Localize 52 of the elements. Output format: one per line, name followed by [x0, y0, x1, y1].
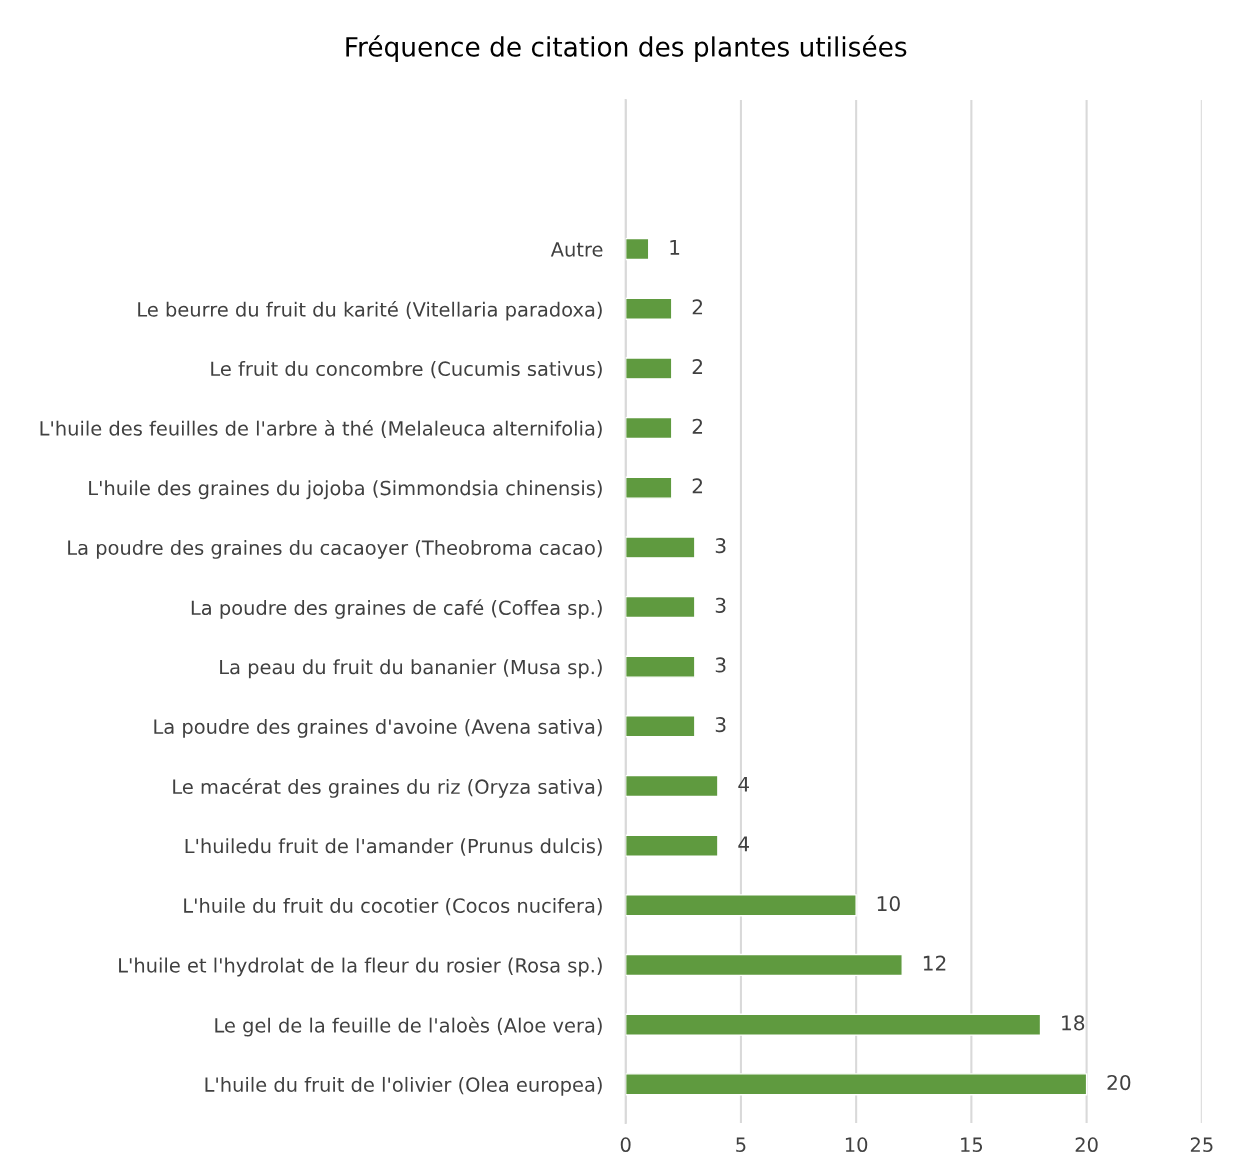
y-tick-label: L'huile et l'hydrolat de la fleur du rosier (Rosa sp.) — [119, 957, 602, 977]
bar — [625, 297, 673, 320]
y-tick-label: Autre — [550, 242, 603, 257]
y-tick-label: Le beurre du fruit du karité (Vitellaria paradoxa) — [138, 300, 602, 321]
bar — [625, 655, 696, 678]
bar — [625, 1013, 1042, 1036]
data-label: 4 — [738, 836, 749, 852]
y-tick-label: L'huile des feuilles de l'arbre à thé (Melaleuca alternifolia) — [40, 419, 602, 439]
bar — [625, 774, 719, 798]
y-tick-label: La poudre des graines du cacaoyer (Theobroma cacao) — [68, 540, 602, 559]
data-label: 4 — [738, 776, 749, 792]
y-tick-label: L'huiledu fruit de l'amander (Prunus dulcis) — [185, 838, 602, 856]
bar — [625, 715, 696, 738]
data-label: 20 — [1107, 1074, 1131, 1091]
bar — [625, 536, 696, 559]
data-label: 2 — [692, 418, 703, 434]
bar — [625, 237, 650, 261]
bar — [625, 1073, 1088, 1096]
data-label: 3 — [715, 716, 726, 733]
data-label: 10 — [877, 895, 900, 912]
y-tick-label: La poudre des graines de café (Coffea sp.) — [191, 599, 602, 619]
bar — [625, 953, 903, 977]
data-label: 2 — [692, 299, 703, 315]
x-tick-label: 25 — [1190, 1137, 1213, 1153]
bar — [625, 834, 719, 857]
x-tick-label: 15 — [961, 1137, 983, 1153]
x-tick-label: 10 — [845, 1137, 868, 1153]
data-label: 3 — [715, 657, 726, 673]
x-tick-label: 0 — [620, 1137, 631, 1153]
bar — [625, 357, 673, 380]
y-tick-label: L'huile des graines du jojoba (Simmondsia chinensis) — [89, 480, 602, 500]
bar — [625, 595, 696, 619]
chart-title: Fréquence de citation des plantes utilisées — [346, 35, 907, 62]
y-tick-label: Le gel de la feuille de l'aloès (Aloe vera) — [215, 1016, 602, 1037]
data-label: 3 — [715, 538, 726, 554]
bar — [625, 476, 673, 499]
data-label: 2 — [692, 478, 703, 494]
x-tick-label: 20 — [1075, 1137, 1098, 1153]
data-label: 2 — [692, 359, 703, 374]
y-tick-label: Le fruit du concombre (Cucumis sativus) — [211, 361, 602, 379]
y-tick-label: L'huile du fruit du cocotier (Cocos nucifera) — [184, 897, 602, 916]
bar — [625, 416, 673, 440]
y-tick-label: Le macérat des graines du riz (Oryza sativa) — [173, 778, 602, 798]
data-label: 3 — [715, 597, 726, 613]
y-tick-label: La poudre des graines d'avoine (Avena sativa) — [154, 718, 602, 738]
data-label: 18 — [1062, 1015, 1085, 1031]
y-tick-label: La peau du fruit du bananier (Musa sp.) — [220, 659, 602, 679]
data-label: 1 — [670, 239, 680, 255]
data-label: 12 — [923, 955, 946, 971]
bar — [625, 894, 857, 917]
x-tick-label: 5 — [736, 1137, 746, 1153]
y-tick-label: L'huile du fruit de l'olivier (Olea europea) — [205, 1076, 602, 1096]
